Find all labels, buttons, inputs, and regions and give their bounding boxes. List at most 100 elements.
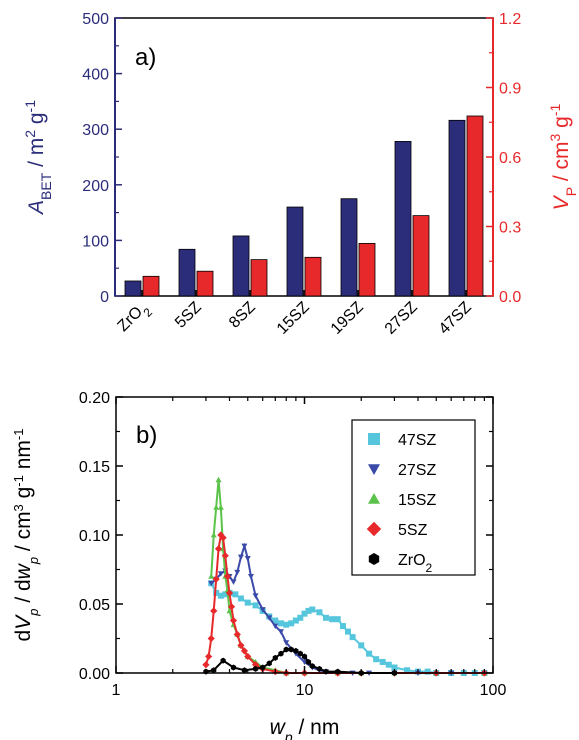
panel-b-y-axis: 0.00 0.05 0.10 0.15 0.20 [79,390,493,683]
data-point-27SZ [252,593,259,599]
data-point-5SZ [210,607,218,615]
panel-b-y-axis-title: dVp / dwp / cm3 g-1 nm-1 [11,429,41,642]
right-axis-tick-label: 0.9 [499,81,521,98]
bar-surface-area-19SZ [340,198,358,297]
data-point-15SZ [215,476,222,483]
data-point-5SZ [229,616,238,625]
data-point-47SZ [334,616,341,623]
data-point-27SZ [247,574,254,580]
data-point-5SZ [223,572,232,580]
panel-b-legend: 47SZ 27SZ 15SZ 5SZ ZrO2 [351,419,476,576]
data-point-5SZ [214,545,223,553]
data-point-27SZ [244,556,251,562]
left-axis-tick-label: 100 [82,233,109,250]
category-tick-label: 8SZ [226,299,259,332]
data-point-ZrO2 [230,664,237,671]
data-point-47SZ [252,602,259,609]
bar-pore-volume-8SZ [250,259,268,297]
left-axis-tick-label: 200 [82,178,109,195]
bar-surface-area-15SZ [286,206,304,297]
data-point-27SZ [266,615,273,621]
category-tick-label: 19SZ [328,299,367,338]
data-point-27SZ [230,579,237,585]
bar-pore-volume-ZrO2 [142,275,160,297]
data-point-ZrO2 [241,667,248,674]
right-axis-tick-label: 0.6 [499,150,521,167]
data-point-5SZ [233,630,241,638]
data-point-5SZ [205,652,213,661]
category-tick-label: 15SZ [274,299,313,338]
legend-marker-47SZ [368,433,380,445]
data-point-5SZ [219,534,227,542]
panel-a: 0 100 200 300 400 500 0.0 0.3 0.6 0.9 1.2 ZrO2 5SZ… [22,11,579,338]
legend-label-47SZ: 47SZ [398,432,436,449]
panel-b-x-axis-title: wp / nm [270,716,340,740]
data-point-47SZ [301,610,308,617]
panel-b: 0.000.050.100.150.20 1 10 100 b) 47SZ27SZ1… [11,390,507,740]
data-point-47SZ [349,634,356,641]
data-point-ZrO2 [301,653,308,660]
data-point-ZrO2 [220,657,226,664]
category-tick-label: 27SZ [382,299,421,338]
data-point-5SZ [221,552,229,560]
panel-b-label: b) [136,422,157,449]
data-point-15SZ [217,504,224,510]
data-point-47SZ [244,599,251,606]
data-point-5SZ [251,661,260,669]
data-point-27SZ [208,580,215,587]
category-tick-label: 47SZ [436,299,475,338]
data-point-47SZ [292,617,299,624]
bar-surface-area-5SZ [178,248,196,297]
left-axis-tick-label: 400 [82,67,109,84]
right-axis-tick-label: 1.2 [499,11,521,28]
data-point-27SZ [237,554,244,561]
data-point-47SZ [217,592,224,599]
data-point-5SZ [240,647,249,655]
right-axis-tick-label: 0.3 [499,220,521,237]
data-point-47SZ [288,620,295,627]
data-point-47SZ [272,617,279,624]
bar-pore-volume-15SZ [304,256,322,297]
data-point-ZrO2 [316,665,323,672]
data-point-27SZ [277,629,284,635]
data-point-ZrO2 [266,660,272,667]
data-point-15SZ [213,504,220,510]
legend-marker-5SZ [366,521,382,537]
data-point-ZrO2 [211,667,217,674]
data-point-47SZ [373,656,380,663]
data-point-47SZ [339,623,346,630]
y-axis-tick-label: 0.10 [79,528,110,545]
panel-a-plot-frame [114,17,494,297]
data-point-ZrO2 [260,664,266,671]
right-axis-tick-label: 0.0 [499,289,521,306]
x-axis-tick-label: 10 [296,682,314,699]
panel-a-x-axis: ZrO2 5SZ 8SZ 15SZ 19SZ 27SZ 47SZ [115,290,475,338]
data-point-47SZ [404,667,411,674]
data-point-5SZ [207,634,215,643]
y-axis-tick-label: 0.15 [79,459,110,476]
left-axis-tick-label: 0 [100,289,109,306]
y-axis-tick-label: 0.00 [79,666,110,683]
data-point-27SZ [259,607,266,613]
data-point-47SZ [232,591,239,598]
data-point-47SZ [424,668,431,675]
data-point-47SZ [237,595,244,602]
data-point-47SZ [283,621,290,628]
data-point-47SZ [329,616,336,623]
bar-pore-volume-27SZ [412,215,430,297]
data-point-ZrO2 [288,646,294,653]
data-point-27SZ [217,571,224,577]
bar-pore-volume-5SZ [196,270,214,297]
data-point-27SZ [272,623,279,630]
panel-a-left-axis: 0 100 200 300 400 500 [82,11,122,306]
data-point-47SZ [322,614,329,621]
data-point-47SZ [213,589,220,596]
legend-label-27SZ: 27SZ [398,462,436,479]
data-point-47SZ [379,658,386,665]
legend-marker-15SZ [368,493,380,504]
legend-marker-27SZ [368,464,380,475]
bar-pore-volume-19SZ [358,243,376,297]
data-point-ZrO2 [252,665,259,672]
data-point-47SZ [344,628,351,635]
